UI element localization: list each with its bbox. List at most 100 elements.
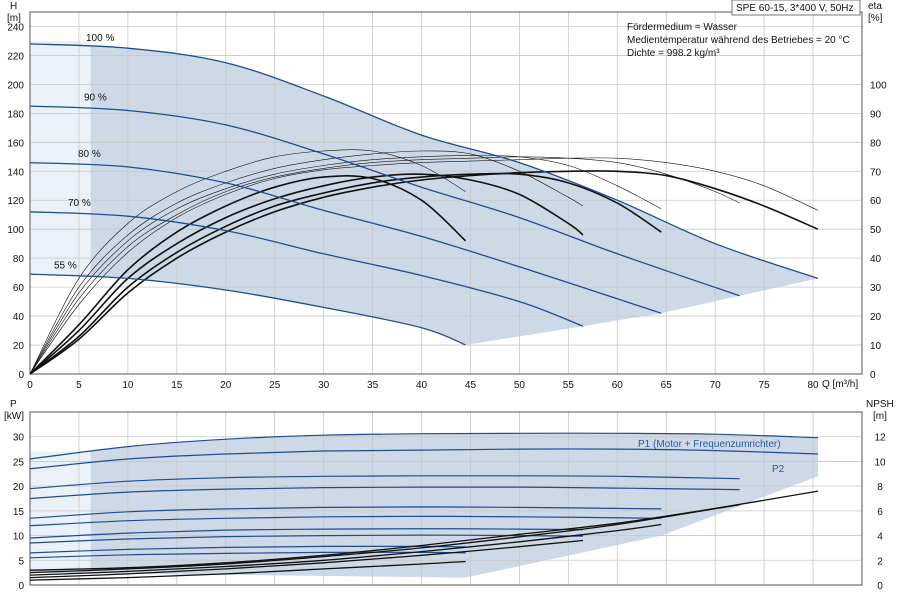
power-tick-label: 30 <box>13 433 25 444</box>
head-tick-label: 140 <box>7 167 24 178</box>
flow-tick-label: 35 <box>367 380 379 391</box>
flow-tick-label: 0 <box>27 380 33 391</box>
npsh-curve <box>29 539 584 579</box>
eta-tick-label: 50 <box>870 225 882 236</box>
power-curve <box>29 545 466 554</box>
chart-title: SPE 60-15, 3*400 V, 50Hz <box>736 3 854 14</box>
flow-axis-title: Q [m³/h] <box>822 379 858 390</box>
power-curve <box>29 448 819 470</box>
power-tick-label: 15 <box>13 507 25 518</box>
flow-tick-label: 20 <box>220 380 232 391</box>
pump-curve-90pct <box>29 105 740 297</box>
npsh-tick-label: 6 <box>877 507 883 518</box>
power-tick-label: 5 <box>18 556 24 567</box>
npsh-axis-title: NPSH <box>866 399 894 410</box>
power-axis-title: P <box>10 399 17 410</box>
power-tick-label: 25 <box>13 457 25 468</box>
speed-label: 70 % <box>68 198 91 209</box>
info-line-3: Dichte = 998.2 kg/m³ <box>627 48 720 59</box>
head-operating-area <box>30 40 818 346</box>
power-axes: 0 5 10 15 20 25 30 0 2 4 6 8 10 12 <box>13 433 886 592</box>
efficiency-curve <box>29 173 584 375</box>
p1-label: P1 (Motor + Frequenzumrichter) <box>638 439 781 450</box>
eta-tick-label: 100 <box>870 80 887 91</box>
flow-tick-label: 5 <box>76 380 82 391</box>
head-tick-label: 0 <box>18 370 24 381</box>
head-area-fill <box>30 43 818 346</box>
efficiency-curve <box>29 149 466 375</box>
flow-tick-label: 75 <box>759 380 771 391</box>
efficiency-curve <box>29 170 819 375</box>
power-area-fill <box>30 433 818 578</box>
head-tick-label: 200 <box>7 80 24 91</box>
pump-curve-70pct <box>29 211 584 327</box>
head-grid <box>29 11 863 375</box>
head-axes: 0 5 10 15 20 25 30 35 40 45 50 55 60 65 70 75 80 0 20 40 60 8… <box>7 22 887 391</box>
head-axis-title: H <box>10 1 17 12</box>
head-area-light <box>30 40 91 275</box>
power-tick-label: 20 <box>13 482 25 493</box>
efficiency-curve <box>29 157 819 375</box>
eta-axis-title: eta <box>868 1 882 12</box>
head-tick-label: 120 <box>7 196 24 207</box>
eta-tick-label: 10 <box>870 341 882 352</box>
power-operating-area <box>30 433 818 578</box>
info-line-2: Medientemperatur während des Betriebes =… <box>627 35 850 46</box>
eta-tick-label: 40 <box>870 254 882 265</box>
power-curves <box>29 432 819 581</box>
flow-tick-label: 45 <box>465 380 477 391</box>
power-axis-unit: [kW] <box>4 411 24 422</box>
eta-tick-label: 90 <box>870 109 882 120</box>
power-curve <box>29 506 662 519</box>
head-tick-label: 220 <box>7 51 24 62</box>
head-tick-label: 80 <box>13 254 25 265</box>
npsh-tick-label: 0 <box>877 581 883 592</box>
head-tick-label: 240 <box>7 22 24 33</box>
flow-tick-label: 15 <box>171 380 183 391</box>
npsh-tick-label: 10 <box>874 457 886 468</box>
power-curve <box>29 486 740 500</box>
head-frame <box>29 11 863 375</box>
speed-label: 90 % <box>84 92 107 103</box>
p2-label: P2 <box>772 464 785 475</box>
npsh-tick-label: 2 <box>877 556 883 567</box>
eta-tick-label: 60 <box>870 196 882 207</box>
power-curve <box>29 432 819 460</box>
eta-axis-unit: [%] <box>868 13 883 24</box>
flow-tick-label: 70 <box>710 380 722 391</box>
efficiency-curve <box>29 175 467 375</box>
flow-tick-label: 80 <box>807 380 819 391</box>
flow-tick-label: 30 <box>318 380 330 391</box>
head-tick-label: 180 <box>7 109 24 120</box>
efficiency-curve <box>29 155 662 375</box>
flow-tick-label: 25 <box>269 380 281 391</box>
npsh-curve <box>29 560 466 581</box>
head-tick-label: 100 <box>7 225 24 236</box>
flow-tick-label: 65 <box>661 380 673 391</box>
flow-tick-label: 40 <box>416 380 428 391</box>
head-tick-label: 60 <box>13 283 25 294</box>
head-tick-label: 20 <box>13 341 25 352</box>
pump-curve-55pct <box>29 273 466 346</box>
head-axis-unit: [m] <box>7 13 21 24</box>
npsh-tick-label: 4 <box>877 532 883 543</box>
npsh-tick-label: 8 <box>877 482 883 493</box>
eta-tick-label: 70 <box>870 167 882 178</box>
power-curve <box>29 528 584 539</box>
flow-tick-label: 60 <box>612 380 624 391</box>
flow-tick-label: 50 <box>514 380 526 391</box>
speed-label: 80 % <box>78 149 101 160</box>
head-curves: 100 % 90 % 80 % 70 % 55 % <box>29 33 819 375</box>
pump-curve-80pct <box>29 161 662 314</box>
speed-label: 100 % <box>86 33 114 44</box>
power-tick-label: 10 <box>13 532 25 543</box>
npsh-tick-label: 12 <box>874 433 886 444</box>
power-curve <box>29 551 466 559</box>
power-curve <box>29 475 740 490</box>
speed-label: 55 % <box>54 260 77 271</box>
efficiency-curve <box>29 150 584 375</box>
efficiency-curve <box>29 172 662 375</box>
pump-curve-100pct <box>29 43 819 280</box>
eta-tick-label: 30 <box>870 283 882 294</box>
